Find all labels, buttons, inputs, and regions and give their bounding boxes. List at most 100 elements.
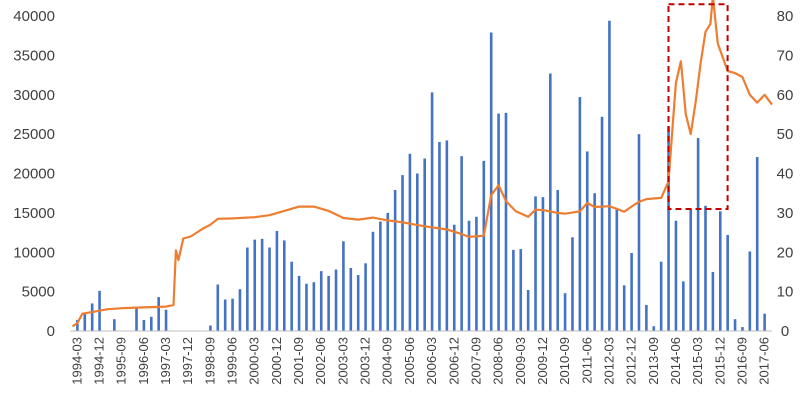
y-right-tick-label: 80 xyxy=(777,8,794,25)
bar xyxy=(475,216,478,331)
bar xyxy=(755,156,759,331)
y-right-tick-label: 70 xyxy=(777,47,794,64)
bar xyxy=(534,196,537,331)
bar xyxy=(416,173,419,331)
x-tick-label: 1994-03 xyxy=(69,337,84,385)
x-tick-label: 2006-03 xyxy=(424,337,439,385)
y-right-tick-label: 20 xyxy=(777,244,794,261)
bar xyxy=(512,249,515,331)
bar xyxy=(334,269,338,331)
x-tick-label: 2007-09 xyxy=(468,337,483,385)
bar xyxy=(393,190,397,331)
bar xyxy=(216,284,220,331)
bar xyxy=(519,249,523,331)
bar xyxy=(526,290,530,331)
x-tick-label: 2006-12 xyxy=(446,337,461,385)
bar xyxy=(482,160,486,331)
y-right-tick-label: 40 xyxy=(777,166,794,183)
bar xyxy=(489,32,493,331)
bar xyxy=(349,268,353,331)
bar xyxy=(682,281,685,331)
bar xyxy=(290,261,293,331)
y-left-tick-label: 30000 xyxy=(13,87,55,104)
y-left-tick-label: 10000 xyxy=(13,244,55,261)
bar xyxy=(563,293,567,331)
x-tick-label: 2005-06 xyxy=(402,337,417,385)
bar xyxy=(652,326,656,331)
bar xyxy=(379,221,382,331)
y-left-tick-label: 20000 xyxy=(13,166,55,183)
bar xyxy=(726,234,729,331)
bars-layer xyxy=(76,20,766,332)
bar xyxy=(149,316,153,331)
x-tick-label: 2017-06 xyxy=(757,337,772,385)
bar xyxy=(541,197,545,332)
x-tick-label: 2010-09 xyxy=(557,337,572,385)
bar xyxy=(452,224,456,331)
bar xyxy=(600,116,604,331)
bar xyxy=(135,307,138,332)
y-right-tick-label: 10 xyxy=(777,284,794,301)
bar xyxy=(238,289,242,331)
x-tick-label: 2009-12 xyxy=(535,337,550,385)
bar xyxy=(630,253,633,331)
bar xyxy=(327,275,330,332)
y-left-tick-label: 15000 xyxy=(13,205,55,222)
bar xyxy=(689,208,693,331)
y-left-tick-label: 35000 xyxy=(13,47,55,64)
x-tick-label: 2015-12 xyxy=(712,337,727,385)
bar xyxy=(282,240,286,331)
x-tick-label: 1997-12 xyxy=(180,337,195,385)
bar xyxy=(571,237,574,331)
x-tick-label: 2015-03 xyxy=(690,337,705,385)
bar xyxy=(142,319,146,331)
x-tick-label: 2012-03 xyxy=(601,337,616,385)
y-right-tick-label: 50 xyxy=(777,126,794,143)
bar xyxy=(645,305,648,331)
bar xyxy=(342,241,345,331)
x-tick-label: 2003-12 xyxy=(358,337,373,385)
bar xyxy=(445,140,449,331)
bar xyxy=(608,20,611,331)
bar xyxy=(268,247,271,331)
y-left-tick-label: 0 xyxy=(47,323,55,340)
bar xyxy=(659,261,663,331)
bar xyxy=(312,282,316,331)
y-right-ticks: 0 10 20 30 40 50 60 70 80 xyxy=(777,8,794,340)
x-tick-label: 2000-12 xyxy=(269,337,284,385)
bar xyxy=(430,92,434,331)
bar xyxy=(408,153,412,331)
x-tick-label: 2013-09 xyxy=(646,337,661,385)
y-right-tick-label: 30 xyxy=(777,205,794,222)
x-tick-label: 2009-03 xyxy=(513,337,528,385)
x-tick-label: 2008-06 xyxy=(491,337,506,385)
bar xyxy=(401,175,404,331)
bar xyxy=(260,238,264,331)
bar xyxy=(305,283,308,331)
bar xyxy=(423,158,426,331)
bar xyxy=(748,251,752,331)
bar xyxy=(696,138,700,331)
highlight-box xyxy=(667,3,729,211)
bar xyxy=(637,134,641,332)
x-tick-label: 1999-06 xyxy=(225,337,240,385)
bar xyxy=(718,211,722,331)
x-tick-label: 2004-09 xyxy=(380,337,395,385)
x-tick-label: 2000-03 xyxy=(247,337,262,385)
bar xyxy=(497,113,500,332)
bar xyxy=(556,190,560,331)
bar xyxy=(319,271,323,331)
bar xyxy=(460,156,463,331)
x-tick-label: 1997-03 xyxy=(158,337,173,385)
bar xyxy=(356,275,360,331)
bar xyxy=(83,313,87,331)
x-tick-label: 2016-09 xyxy=(734,337,749,385)
x-ticks: 1994-03 1994-12 1995-09 1996-06 1997-03 1997-… xyxy=(69,337,771,385)
y-right-tick-label: 0 xyxy=(781,323,789,340)
bar xyxy=(504,112,508,331)
bar xyxy=(386,212,390,332)
bar xyxy=(164,309,168,331)
bar xyxy=(90,303,94,331)
x-tick-label: 2001-09 xyxy=(291,337,306,385)
